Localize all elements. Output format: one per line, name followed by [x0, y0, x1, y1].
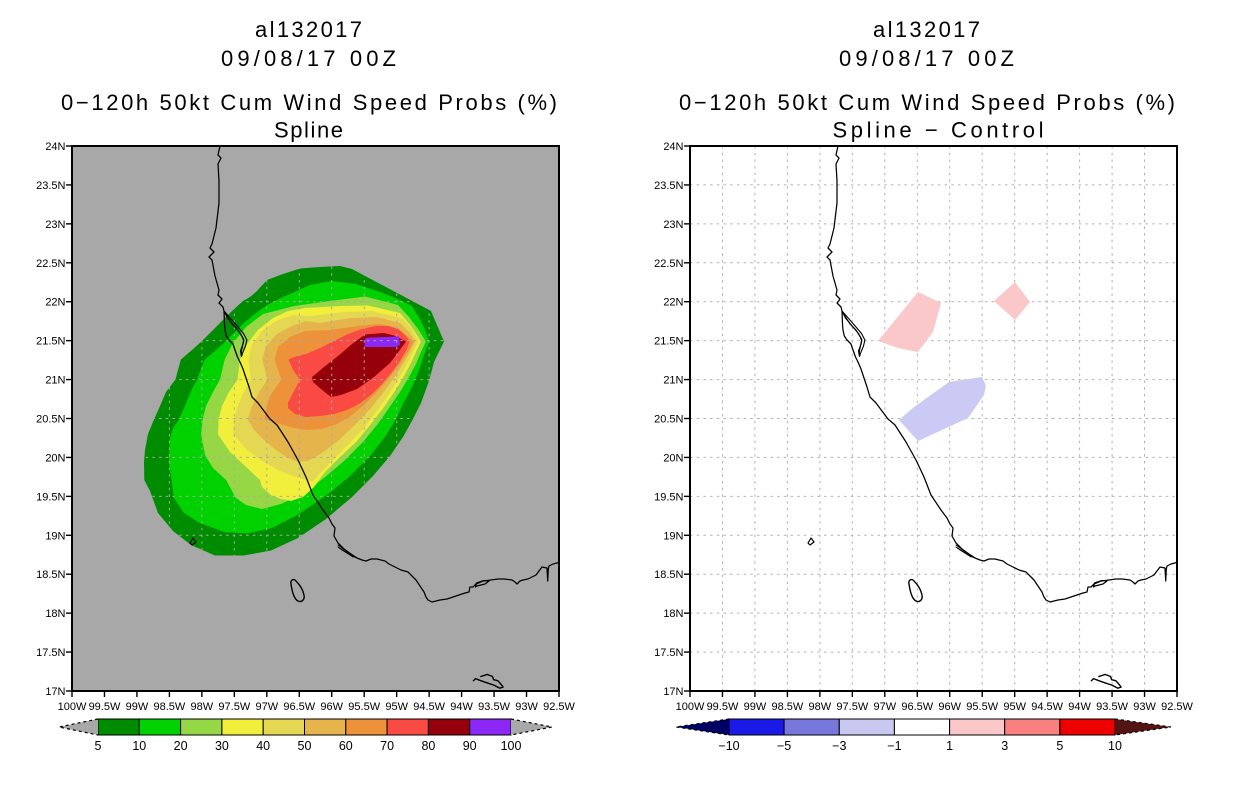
svg-text:94.5W: 94.5W	[1031, 701, 1063, 713]
svg-text:17N: 17N	[45, 686, 65, 698]
svg-text:99.5W: 99.5W	[707, 701, 739, 713]
svg-text:98.5W: 98.5W	[154, 701, 186, 713]
svg-text:96W: 96W	[938, 701, 961, 713]
svg-text:0−120h 50kt Cum Wind Speed Pro: 0−120h 50kt Cum Wind Speed Probs (%)	[61, 90, 557, 115]
svg-text:94W: 94W	[1068, 701, 1091, 713]
svg-text:30: 30	[215, 739, 229, 753]
svg-text:80: 80	[421, 739, 435, 753]
svg-text:95.5W: 95.5W	[966, 701, 998, 713]
svg-text:5: 5	[1056, 739, 1063, 753]
svg-text:22.5N: 22.5N	[654, 258, 683, 270]
svg-text:3: 3	[1001, 739, 1008, 753]
svg-text:22.5N: 22.5N	[36, 258, 65, 270]
svg-text:al132017: al132017	[873, 17, 980, 42]
svg-text:24N: 24N	[663, 141, 683, 153]
svg-text:19.5N: 19.5N	[654, 491, 683, 503]
svg-text:18.5N: 18.5N	[36, 569, 65, 581]
svg-text:18N: 18N	[45, 608, 65, 620]
svg-text:22N: 22N	[45, 297, 65, 309]
svg-text:96.5W: 96.5W	[283, 701, 315, 713]
svg-text:21.5N: 21.5N	[654, 336, 683, 348]
svg-text:19N: 19N	[45, 530, 65, 542]
svg-text:97W: 97W	[873, 701, 896, 713]
svg-text:60: 60	[339, 739, 353, 753]
svg-text:97W: 97W	[255, 701, 278, 713]
svg-text:17.5N: 17.5N	[36, 647, 65, 659]
svg-text:99W: 99W	[744, 701, 767, 713]
svg-text:40: 40	[256, 739, 270, 753]
svg-text:20N: 20N	[45, 452, 65, 464]
svg-text:97.5W: 97.5W	[218, 701, 250, 713]
svg-text:18N: 18N	[663, 608, 683, 620]
svg-text:23N: 23N	[45, 219, 65, 231]
svg-text:20.5N: 20.5N	[654, 414, 683, 426]
svg-text:21N: 21N	[663, 375, 683, 387]
svg-text:al132017: al132017	[255, 17, 362, 42]
svg-text:20.5N: 20.5N	[36, 414, 65, 426]
svg-text:21N: 21N	[45, 375, 65, 387]
svg-text:95W: 95W	[1003, 701, 1026, 713]
svg-text:95W: 95W	[385, 701, 408, 713]
svg-text:98W: 98W	[809, 701, 832, 713]
svg-text:96.5W: 96.5W	[901, 701, 933, 713]
svg-text:93W: 93W	[515, 701, 538, 713]
svg-text:18.5N: 18.5N	[654, 569, 683, 581]
svg-text:09/08/17 00Z: 09/08/17 00Z	[221, 46, 396, 71]
svg-text:99W: 99W	[126, 701, 149, 713]
svg-text:19N: 19N	[663, 530, 683, 542]
svg-text:95.5W: 95.5W	[348, 701, 380, 713]
svg-text:5: 5	[95, 739, 102, 753]
svg-text:−10: −10	[718, 739, 739, 753]
svg-text:Spline: Spline	[274, 118, 343, 143]
svg-text:23.5N: 23.5N	[36, 180, 65, 192]
svg-text:96W: 96W	[320, 701, 343, 713]
svg-text:−1: −1	[887, 739, 901, 753]
svg-text:1: 1	[946, 739, 953, 753]
svg-text:100: 100	[501, 739, 522, 753]
svg-text:70: 70	[380, 739, 394, 753]
svg-text:90: 90	[463, 739, 477, 753]
svg-text:21.5N: 21.5N	[36, 336, 65, 348]
svg-text:10: 10	[132, 739, 146, 753]
svg-text:23.5N: 23.5N	[654, 180, 683, 192]
svg-text:98.5W: 98.5W	[772, 701, 804, 713]
svg-text:17.5N: 17.5N	[654, 647, 683, 659]
svg-text:19.5N: 19.5N	[36, 491, 65, 503]
svg-text:09/08/17 00Z: 09/08/17 00Z	[839, 46, 1014, 71]
svg-text:22N: 22N	[663, 297, 683, 309]
svg-text:97.5W: 97.5W	[836, 701, 868, 713]
svg-text:17N: 17N	[663, 686, 683, 698]
svg-text:0−120h 50kt Cum Wind Speed Pro: 0−120h 50kt Cum Wind Speed Probs (%)	[679, 90, 1175, 115]
svg-text:92.5W: 92.5W	[543, 701, 575, 713]
svg-text:94W: 94W	[450, 701, 473, 713]
svg-text:98W: 98W	[191, 701, 214, 713]
svg-text:50: 50	[298, 739, 312, 753]
svg-text:20N: 20N	[663, 452, 683, 464]
svg-text:99.5W: 99.5W	[89, 701, 121, 713]
svg-text:100W: 100W	[676, 701, 705, 713]
svg-text:93.5W: 93.5W	[478, 701, 510, 713]
svg-text:92.5W: 92.5W	[1161, 701, 1193, 713]
svg-text:93.5W: 93.5W	[1096, 701, 1128, 713]
svg-text:10: 10	[1108, 739, 1122, 753]
svg-text:−5: −5	[777, 739, 791, 753]
svg-text:23N: 23N	[663, 219, 683, 231]
svg-text:93W: 93W	[1133, 701, 1156, 713]
svg-text:94.5W: 94.5W	[413, 701, 445, 713]
svg-text:20: 20	[174, 739, 188, 753]
svg-text:−3: −3	[832, 739, 846, 753]
svg-text:24N: 24N	[45, 141, 65, 153]
svg-text:100W: 100W	[58, 701, 87, 713]
